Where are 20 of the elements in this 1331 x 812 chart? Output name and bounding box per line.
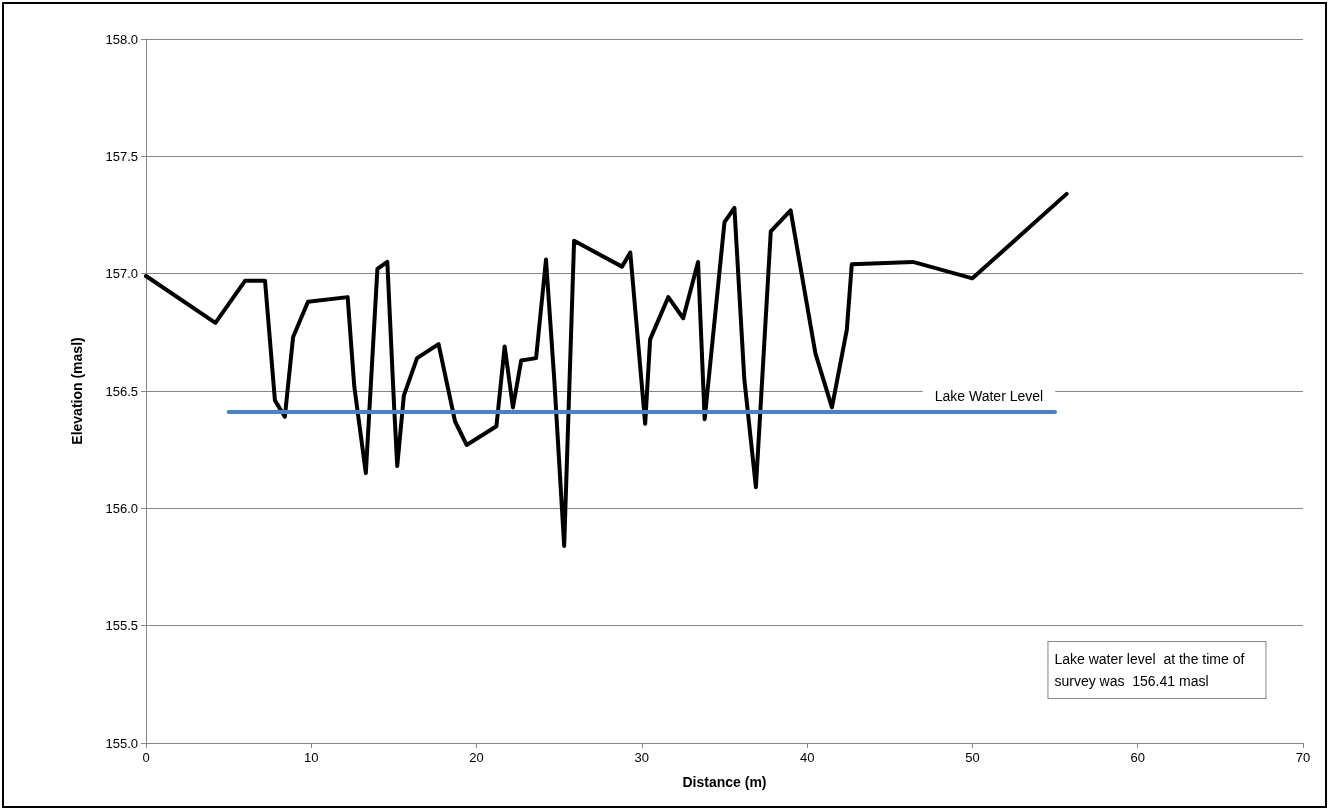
- annotation: Lake water level at the time of survey was 156.41 masl: [1054, 651, 1249, 690]
- y-tick-label: 156.5: [105, 383, 138, 399]
- x-tick-label: 0: [142, 750, 150, 765]
- line-series: [144, 191, 1069, 548]
- y-tick-label: 155.0: [105, 735, 138, 751]
- y-tick-label: 158.0: [105, 31, 138, 47]
- x-tick-label: 40: [799, 750, 815, 765]
- x-tick-label: 50: [965, 750, 980, 765]
- x-tick-label: 20: [469, 750, 484, 765]
- y-tick-label: 157.5: [105, 148, 138, 164]
- series-label: Lake Water Level: [934, 388, 1044, 405]
- x-tick-label: 60: [1130, 750, 1145, 765]
- y-tick-label: 155.5: [105, 618, 138, 634]
- y-tick-label: 157.0: [105, 266, 138, 282]
- x-tick-label: 30: [634, 750, 650, 765]
- x-tick-label: 70: [1295, 750, 1311, 765]
- x-tick-label: 10: [304, 750, 319, 765]
- y-tick-label: 156.0: [105, 500, 138, 516]
- x-axis-title: Distance (m): [682, 774, 767, 790]
- y-axis-title: Elevation (masl): [69, 337, 85, 445]
